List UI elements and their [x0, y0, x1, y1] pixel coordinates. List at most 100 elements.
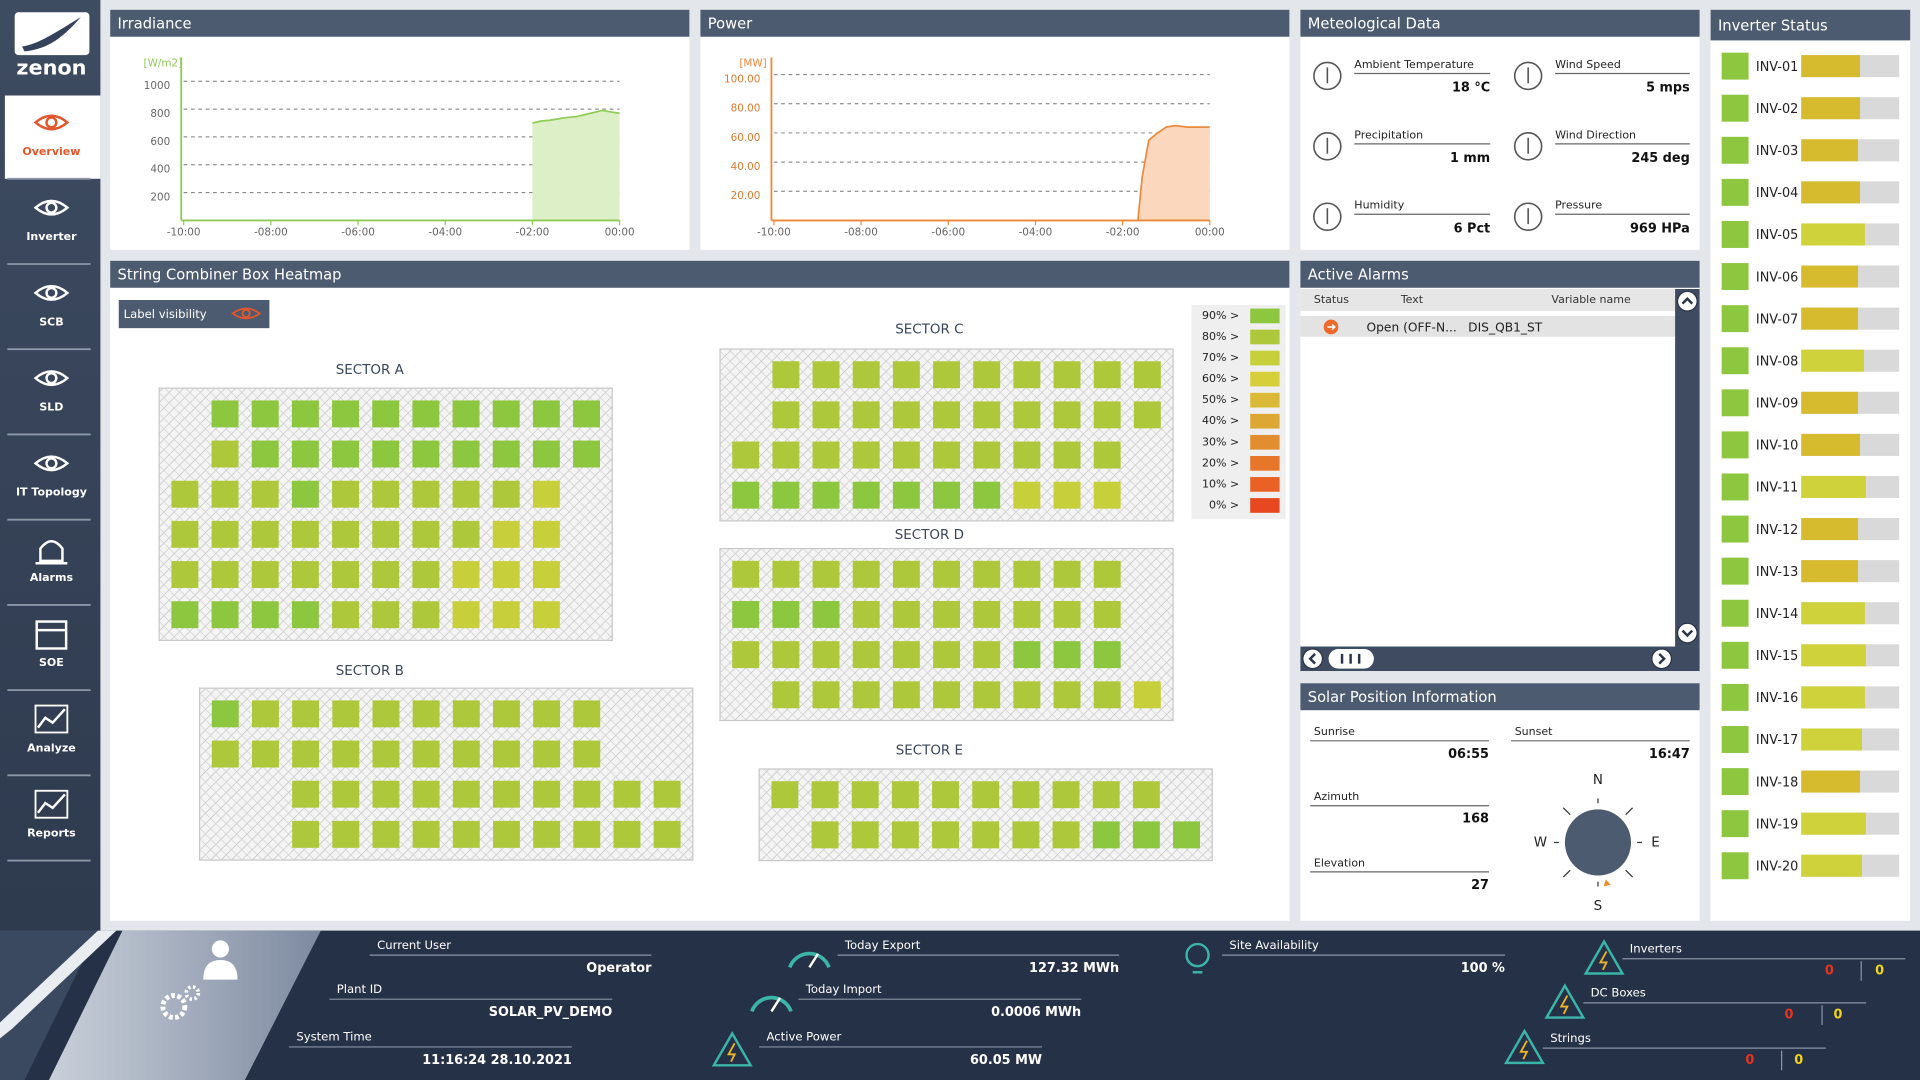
heatmap-cell[interactable] — [291, 400, 319, 428]
nav-label[interactable]: Reports — [27, 827, 76, 840]
heatmap-cell[interactable] — [492, 400, 520, 428]
heatmap-cell[interactable] — [933, 361, 960, 389]
heatmap-cell[interactable] — [1053, 441, 1081, 469]
heatmap-cell[interactable] — [412, 601, 440, 629]
heatmap-cell[interactable] — [772, 641, 800, 669]
heatmap-cell[interactable] — [1092, 781, 1120, 809]
heatmap-cell[interactable] — [412, 480, 440, 508]
heatmap-cell[interactable] — [1093, 560, 1121, 588]
heatmap-cell[interactable] — [452, 520, 480, 548]
heatmap-cell[interactable] — [252, 700, 279, 728]
heatmap-cell[interactable] — [372, 601, 400, 629]
heatmap-cell[interactable] — [1013, 600, 1041, 628]
heatmap-cell[interactable] — [292, 740, 320, 768]
heatmap-cell[interactable] — [492, 440, 520, 468]
heatmap-cell[interactable] — [772, 560, 800, 588]
heatmap-cell[interactable] — [772, 481, 800, 509]
heatmap-cell[interactable] — [892, 401, 920, 429]
heatmap-cell[interactable] — [211, 440, 239, 468]
heatmap-cell[interactable] — [1093, 641, 1121, 669]
heatmap-cell[interactable] — [533, 740, 561, 768]
heatmap-cell[interactable] — [372, 561, 400, 588]
heatmap-cell[interactable] — [933, 600, 960, 628]
heatmap-cell[interactable] — [573, 820, 601, 848]
heatmap-cell[interactable] — [933, 401, 960, 429]
heatmap-cell[interactable] — [973, 441, 1001, 469]
heatmap-cell[interactable] — [1012, 781, 1040, 809]
heatmap-cell[interactable] — [851, 821, 879, 849]
heatmap-cell[interactable] — [533, 780, 561, 808]
heatmap-cell[interactable] — [332, 480, 360, 508]
heatmap-cell[interactable] — [772, 681, 800, 709]
heatmap-cell[interactable] — [452, 780, 480, 808]
heatmap-cell[interactable] — [973, 600, 1001, 628]
heatmap-cell[interactable] — [932, 821, 960, 849]
heatmap-cell[interactable] — [532, 601, 560, 629]
heatmap-cell[interactable] — [852, 681, 880, 709]
heatmap-cell[interactable] — [412, 700, 440, 728]
heatmap-cell[interactable] — [811, 821, 839, 849]
heatmap-cell[interactable] — [452, 740, 480, 768]
nav-label[interactable]: Alarms — [30, 571, 74, 584]
heatmap-cell[interactable] — [1013, 401, 1041, 429]
heatmap-cell[interactable] — [933, 481, 960, 509]
heatmap-cell[interactable] — [932, 781, 960, 809]
heatmap-cell[interactable] — [732, 560, 760, 588]
heatmap-cell[interactable] — [852, 600, 880, 628]
nav-label[interactable]: Inverter — [26, 230, 77, 243]
heatmap-cell[interactable] — [211, 740, 239, 768]
heatmap-cell[interactable] — [532, 400, 560, 428]
heatmap-cell[interactable] — [811, 781, 839, 809]
heatmap-cell[interactable] — [332, 780, 360, 808]
heatmap-cell[interactable] — [892, 361, 920, 389]
heatmap-cell[interactable] — [211, 601, 239, 629]
heatmap-cell[interactable] — [973, 401, 1001, 429]
heatmap-cell[interactable] — [1053, 560, 1081, 588]
heatmap-cell[interactable] — [171, 561, 199, 588]
heatmap-cell[interactable] — [1052, 781, 1080, 809]
heatmap-cell[interactable] — [812, 681, 840, 709]
heatmap-cell[interactable] — [412, 400, 440, 428]
heatmap-cell[interactable] — [332, 700, 360, 728]
heatmap-cell[interactable] — [532, 561, 560, 588]
heatmap-cell[interactable] — [892, 441, 920, 469]
heatmap-cell[interactable] — [973, 560, 1001, 588]
nav-label[interactable]: IT Topology — [16, 486, 87, 499]
heatmap-cell[interactable] — [771, 781, 799, 809]
heatmap-cell[interactable] — [211, 400, 239, 428]
heatmap-cell[interactable] — [452, 561, 480, 588]
heatmap-cell[interactable] — [1013, 560, 1041, 588]
heatmap-cell[interactable] — [251, 561, 279, 588]
heatmap-cell[interactable] — [291, 440, 319, 468]
heatmap-cell[interactable] — [372, 820, 400, 848]
heatmap-cell[interactable] — [972, 781, 1000, 809]
heatmap-cell[interactable] — [412, 561, 440, 588]
heatmap-cell[interactable] — [492, 601, 520, 629]
heatmap-cell[interactable] — [452, 820, 480, 848]
heatmap-cell[interactable] — [252, 740, 279, 768]
nav-label[interactable]: SOE — [39, 656, 64, 669]
heatmap-cell[interactable] — [492, 480, 520, 508]
heatmap-cell[interactable] — [892, 600, 920, 628]
heatmap-cell[interactable] — [1012, 821, 1040, 849]
heatmap-cell[interactable] — [1013, 481, 1041, 509]
heatmap-cell[interactable] — [772, 401, 800, 429]
heatmap-cell[interactable] — [1133, 681, 1161, 709]
heatmap-cell[interactable] — [892, 560, 920, 588]
heatmap-cell[interactable] — [412, 780, 440, 808]
heatmap-cell[interactable] — [452, 400, 480, 428]
heatmap-cell[interactable] — [933, 560, 960, 588]
heatmap-cell[interactable] — [332, 440, 360, 468]
heatmap-cell[interactable] — [573, 440, 600, 468]
heatmap-cell[interactable] — [1173, 821, 1200, 849]
heatmap-cell[interactable] — [933, 681, 960, 709]
heatmap-cell[interactable] — [1013, 441, 1041, 469]
heatmap-cell[interactable] — [613, 780, 641, 808]
scroll-button[interactable] — [1676, 622, 1698, 644]
heatmap-cell[interactable] — [251, 400, 279, 428]
heatmap-cell[interactable] — [532, 440, 560, 468]
heatmap-cell[interactable] — [772, 361, 800, 389]
heatmap-cell[interactable] — [492, 520, 520, 548]
heatmap-cell[interactable] — [933, 641, 960, 669]
heatmap-cell[interactable] — [573, 780, 601, 808]
